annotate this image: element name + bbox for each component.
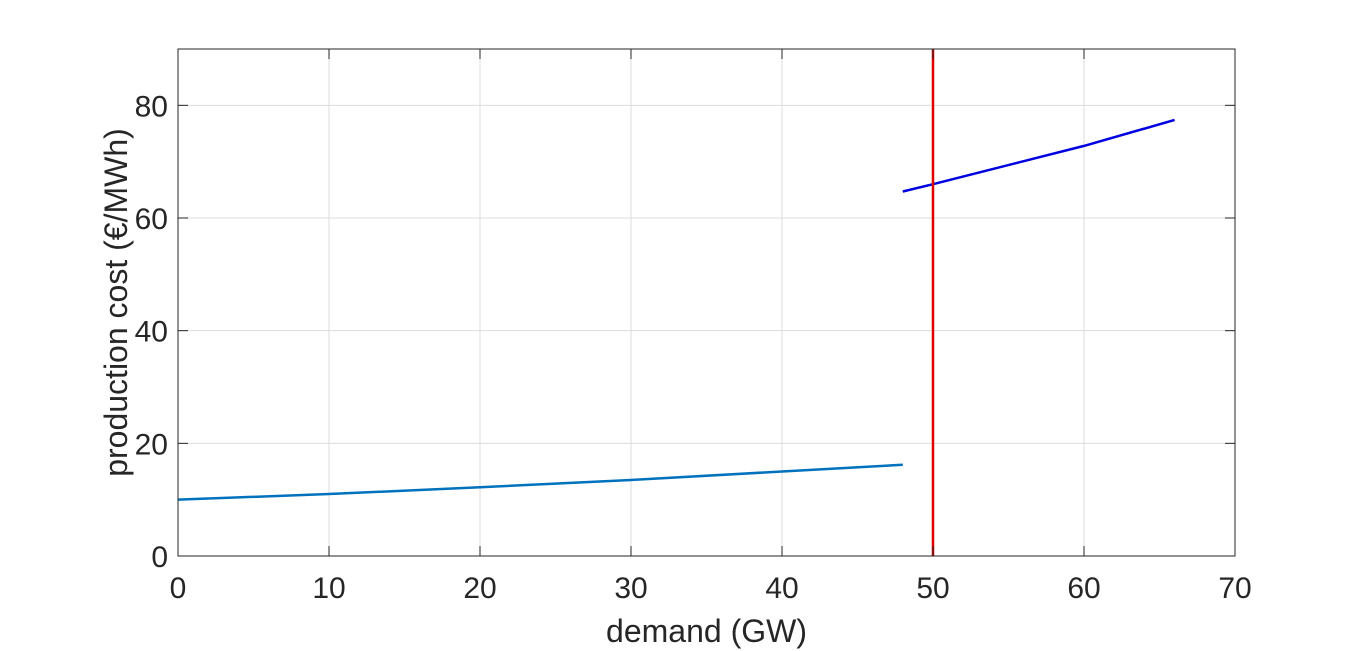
series-group (177, 118, 1175, 501)
y-tick-label: 80 (135, 90, 168, 123)
ticks (177, 49, 1236, 557)
y-tick-label: 60 (135, 203, 168, 236)
x-tick-label: 60 (1067, 572, 1100, 605)
series-line-1 (177, 463, 903, 501)
x-tick-labels: 0 10 20 30 40 50 60 70 (170, 572, 1252, 605)
x-tick-label: 10 (312, 572, 345, 605)
series-line-2 (902, 118, 1175, 193)
x-axis-label: demand (GW) (606, 613, 807, 649)
y-tick-labels: 0 20 40 60 80 (135, 90, 168, 574)
x-tick-label: 30 (614, 572, 647, 605)
x-tick-label: 0 (170, 572, 187, 605)
grid (177, 49, 1236, 557)
plot-area-frame (177, 48, 1236, 557)
y-tick-label: 40 (135, 316, 168, 349)
x-tick-label: 40 (765, 572, 798, 605)
x-tick-label: 20 (463, 572, 496, 605)
x-tick-label: 50 (916, 572, 949, 605)
y-tick-label: 0 (151, 541, 168, 574)
y-axis-label: production cost (€/MWh) (98, 128, 134, 477)
y-tick-label: 20 (135, 428, 168, 461)
x-tick-label: 70 (1218, 572, 1251, 605)
